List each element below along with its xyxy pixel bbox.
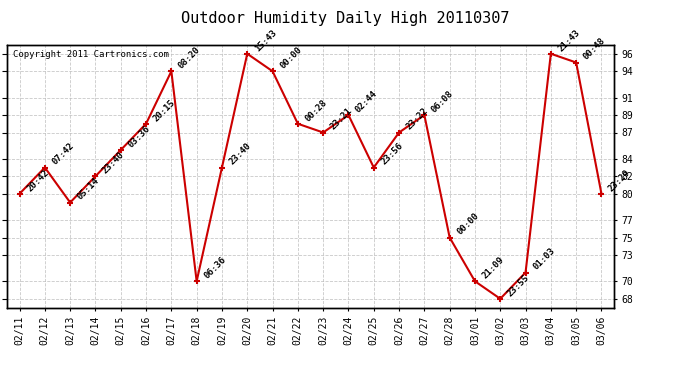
- Text: 02:44: 02:44: [354, 89, 380, 114]
- Text: 20:15: 20:15: [152, 98, 177, 123]
- Text: 00:48: 00:48: [582, 36, 607, 62]
- Text: 21:43: 21:43: [556, 28, 582, 53]
- Text: 08:20: 08:20: [177, 45, 202, 70]
- Text: 00:00: 00:00: [278, 45, 304, 70]
- Text: 05:14: 05:14: [76, 176, 101, 202]
- Text: Outdoor Humidity Daily High 20110307: Outdoor Humidity Daily High 20110307: [181, 11, 509, 26]
- Text: 20:42: 20:42: [25, 168, 50, 193]
- Text: 00:00: 00:00: [455, 211, 480, 237]
- Text: 15:43: 15:43: [253, 28, 278, 53]
- Text: 23:40: 23:40: [228, 141, 253, 167]
- Text: 00:28: 00:28: [304, 98, 328, 123]
- Text: Copyright 2011 Cartronics.com: Copyright 2011 Cartronics.com: [13, 50, 169, 59]
- Text: 21:09: 21:09: [480, 255, 506, 280]
- Text: 07:42: 07:42: [50, 141, 76, 167]
- Text: 03:36: 03:36: [126, 124, 152, 149]
- Text: 23:22: 23:22: [404, 106, 430, 132]
- Text: 06:08: 06:08: [430, 89, 455, 114]
- Text: 01:03: 01:03: [531, 246, 556, 272]
- Text: 06:36: 06:36: [202, 255, 228, 280]
- Text: 23:40: 23:40: [101, 150, 126, 176]
- Text: 23:29: 23:29: [607, 168, 632, 193]
- Text: 23:21: 23:21: [328, 106, 354, 132]
- Text: 23:56: 23:56: [380, 141, 404, 167]
- Text: 23:55: 23:55: [506, 273, 531, 298]
